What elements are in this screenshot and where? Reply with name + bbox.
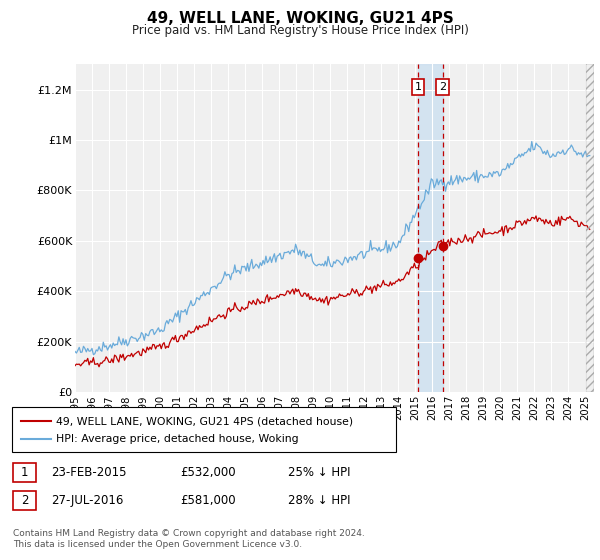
Text: 25% ↓ HPI: 25% ↓ HPI	[288, 465, 350, 479]
Text: 2: 2	[21, 493, 28, 507]
Text: 49, WELL LANE, WOKING, GU21 4PS: 49, WELL LANE, WOKING, GU21 4PS	[146, 11, 454, 26]
Bar	[418, 64, 443, 392]
Text: HPI: Average price, detached house, Woking: HPI: Average price, detached house, Woki…	[56, 434, 298, 444]
Text: Price paid vs. HM Land Registry's House Price Index (HPI): Price paid vs. HM Land Registry's House …	[131, 24, 469, 36]
Text: £532,000: £532,000	[180, 465, 236, 479]
Text: Contains HM Land Registry data © Crown copyright and database right 2024.
This d: Contains HM Land Registry data © Crown c…	[13, 529, 365, 549]
Text: 1: 1	[415, 82, 421, 92]
Text: 49, WELL LANE, WOKING, GU21 4PS (detached house): 49, WELL LANE, WOKING, GU21 4PS (detache…	[56, 416, 353, 426]
Text: 27-JUL-2016: 27-JUL-2016	[51, 493, 124, 507]
Text: 23-FEB-2015: 23-FEB-2015	[51, 465, 127, 479]
Text: 2: 2	[439, 82, 446, 92]
Bar	[586, 64, 594, 392]
Text: 28% ↓ HPI: 28% ↓ HPI	[288, 493, 350, 507]
Text: £581,000: £581,000	[180, 493, 236, 507]
Text: 1: 1	[21, 465, 28, 479]
